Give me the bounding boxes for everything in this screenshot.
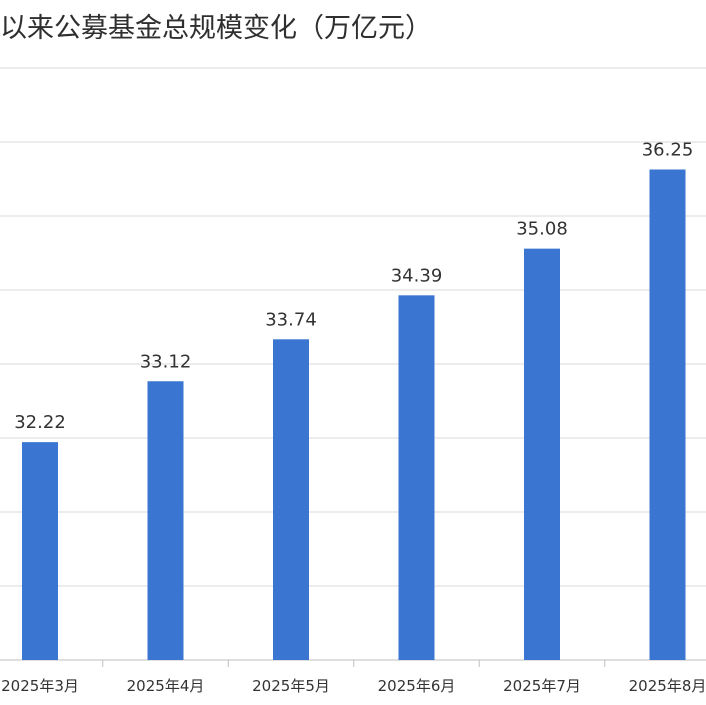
bar-1 bbox=[22, 442, 58, 660]
gridlines bbox=[0, 67, 706, 667]
data-label-2: 33.12 bbox=[140, 351, 192, 372]
x-tick-label-6: 2025年8月 bbox=[629, 677, 706, 695]
data-label-3: 33.74 bbox=[265, 309, 317, 330]
x-tick-label-5: 2025年7月 bbox=[503, 677, 581, 695]
x-tick-label-4: 2025年6月 bbox=[378, 677, 456, 695]
data-label-1: 32.22 bbox=[14, 412, 66, 433]
value-labels: 32.22 33.12 33.74 34.39 35.08 36.25 bbox=[14, 139, 693, 433]
bar-6 bbox=[649, 169, 686, 660]
bar-4 bbox=[398, 295, 435, 660]
data-label-4: 34.39 bbox=[391, 265, 443, 286]
x-tick-label-3: 2025年5月 bbox=[252, 677, 330, 695]
data-label-6: 36.25 bbox=[642, 139, 694, 160]
data-label-5: 35.08 bbox=[516, 219, 568, 240]
x-tick-label-2: 2025年4月 bbox=[127, 677, 205, 695]
x-tick-labels: 2025年3月 2025年4月 2025年5月 2025年6月 2025年7月 2025年… bbox=[1, 677, 706, 695]
chart-title: 以来公募基金总规模变化（万亿元） bbox=[0, 13, 432, 44]
bars bbox=[22, 169, 686, 660]
x-tick-label-1: 2025年3月 bbox=[1, 677, 79, 695]
bar-3 bbox=[273, 339, 309, 660]
bar-2 bbox=[147, 381, 184, 660]
bar-5 bbox=[524, 248, 560, 660]
